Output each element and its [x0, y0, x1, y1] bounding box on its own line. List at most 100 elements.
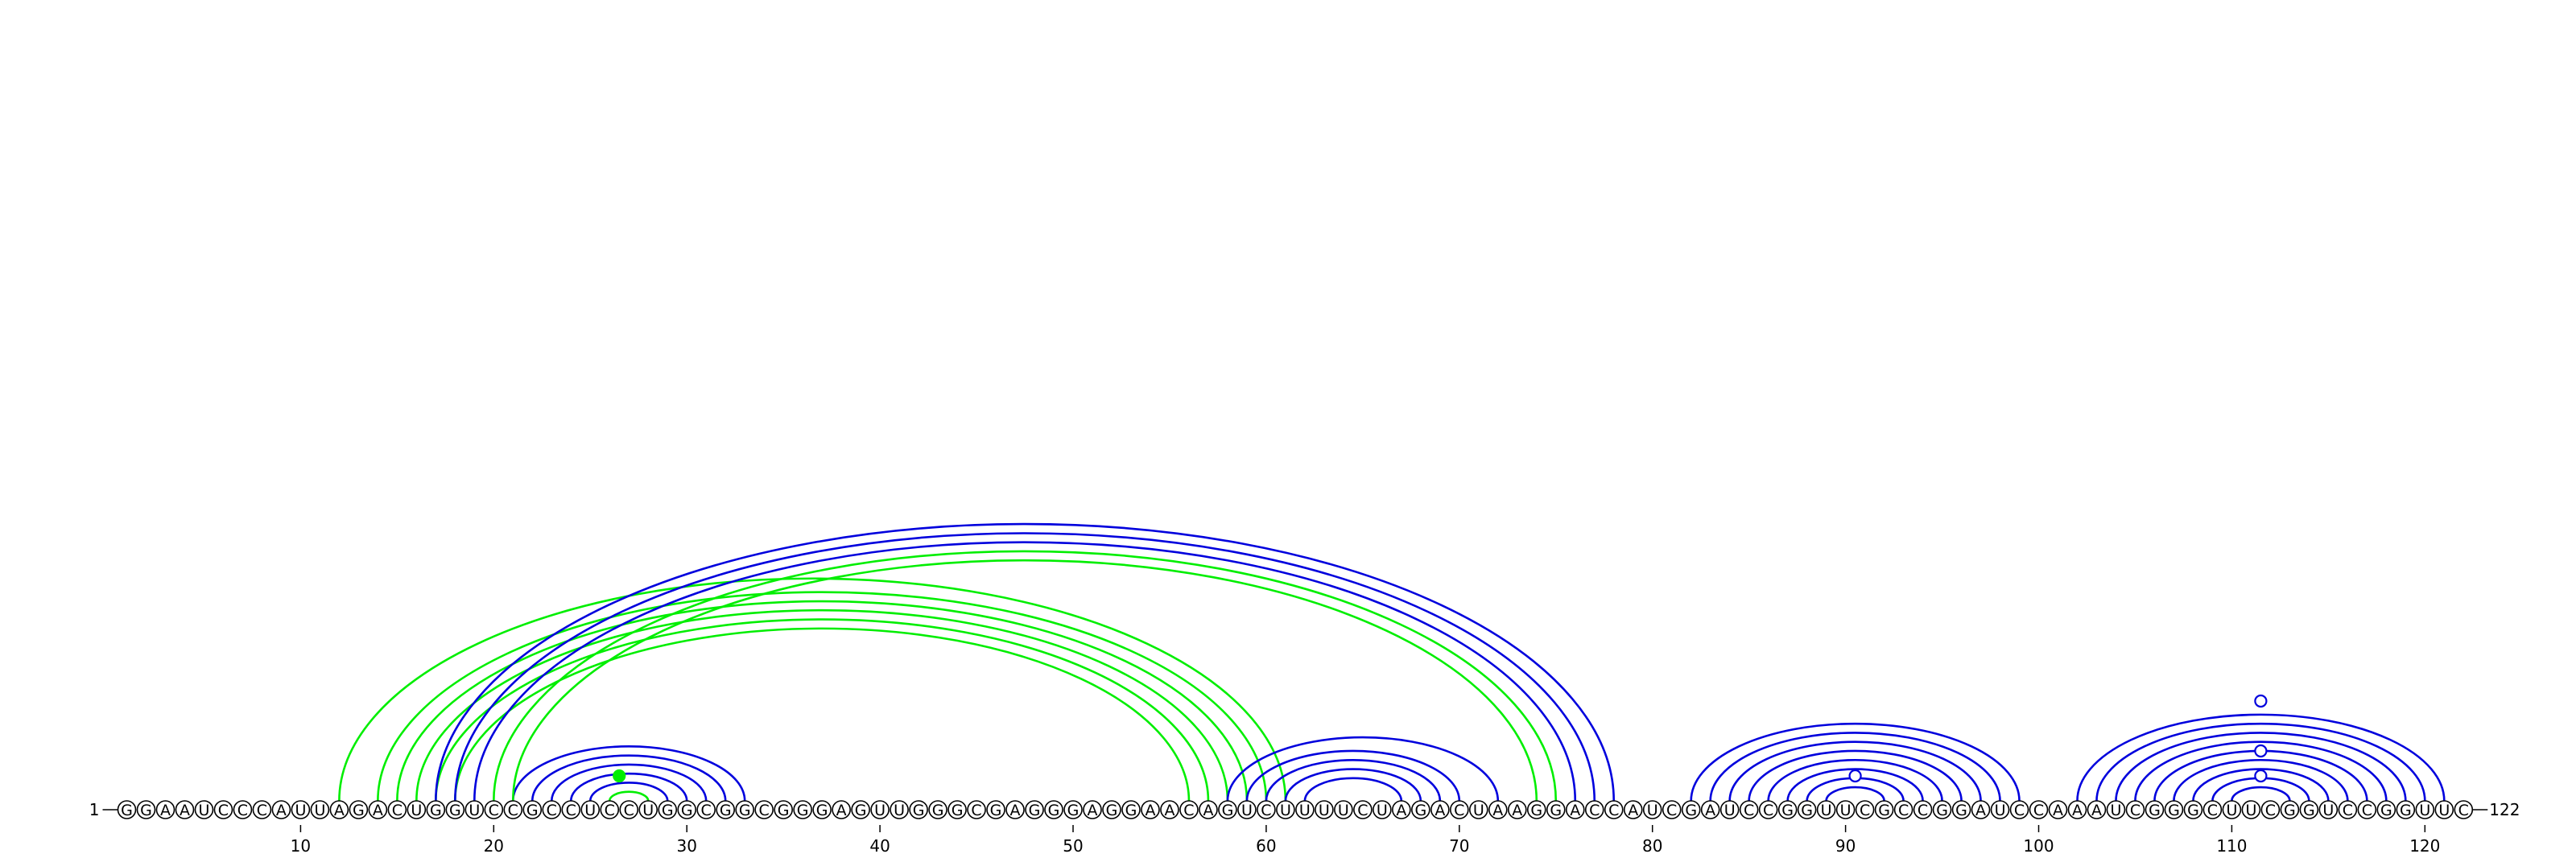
- nucleotide-circle: [1758, 800, 1778, 819]
- nucleotide-letter: A: [1203, 802, 1213, 819]
- nucleotide-letter: C: [508, 802, 518, 819]
- nucleotide-letter: U: [1821, 802, 1832, 819]
- tick-label: 30: [676, 836, 696, 856]
- nucleotide-circle: [2222, 800, 2242, 819]
- nucleotide-letter: C: [1183, 802, 1194, 819]
- nucleotide: U: [1373, 800, 1392, 819]
- nucleotide-circle: [252, 800, 272, 819]
- nucleotide: U: [2434, 800, 2454, 819]
- nucleotide: G: [1874, 800, 1894, 819]
- nucleotide-letter: C: [547, 802, 557, 819]
- tick-label: 50: [1063, 836, 1083, 856]
- nucleotide-circle: [1623, 800, 1643, 819]
- base-pair-arc: [1226, 736, 1500, 802]
- nucleotide-letter: U: [411, 802, 422, 819]
- nucleotide: C: [1758, 800, 1778, 819]
- nucleotide-letter: G: [2149, 802, 2161, 819]
- nucleotide-letter: C: [1763, 802, 1773, 819]
- nucleotide-letter: G: [1530, 802, 1542, 819]
- nucleotide: A: [1430, 800, 1450, 819]
- nucleotide-circle: [1971, 800, 1991, 819]
- nucleotide-circle: [1951, 800, 1971, 819]
- nucleotide: G: [986, 800, 1005, 819]
- nucleotide: G: [2396, 800, 2416, 819]
- nucleotide-circle: [542, 800, 562, 819]
- nucleotide-circle: [1430, 800, 1450, 819]
- nucleotide: A: [1488, 800, 1508, 819]
- base-pair-arc: [1265, 758, 1442, 802]
- nucleotide-letter: C: [1261, 802, 1271, 819]
- nucleotide-letter: U: [1724, 802, 1736, 819]
- tick-label: 70: [1449, 836, 1469, 856]
- nucleotide-circle: [947, 800, 967, 819]
- nucleotide: G: [117, 800, 137, 819]
- nucleotide: C: [387, 800, 407, 819]
- nucleotide-letter: U: [2438, 802, 2450, 819]
- nucleotide-letter: U: [1299, 802, 1311, 819]
- nucleotide-circle: [407, 800, 427, 819]
- nucleotide-letter: G: [778, 802, 790, 819]
- nucleotide-letter: C: [1357, 802, 1368, 819]
- nucleotide-letter: A: [1628, 802, 1638, 819]
- nucleotide-letter: U: [2322, 802, 2334, 819]
- nucleotide: A: [1141, 800, 1160, 819]
- nucleotide-letter: C: [605, 802, 615, 819]
- nucleotide: A: [1083, 800, 1102, 819]
- nucleotide-circle: [735, 800, 754, 819]
- base-pair-arc: [1825, 786, 1885, 802]
- nucleotide: A: [1700, 800, 1720, 819]
- nucleotide-letter: C: [392, 802, 402, 819]
- nucleotide: C: [1893, 800, 1913, 819]
- nucleotide-letter: U: [1840, 802, 1852, 819]
- nucleotide-circle: [1276, 800, 1295, 819]
- nucleotide-letter: C: [2343, 802, 2353, 819]
- nucleotide-letter: C: [489, 802, 499, 819]
- nucleotide: U: [2106, 800, 2126, 819]
- nucleotide-letter: A: [1010, 802, 1021, 819]
- nucleotide-circle: [1662, 800, 1682, 819]
- nucleotide-letter: G: [855, 802, 867, 819]
- nucleotide-letter: U: [2419, 802, 2430, 819]
- nucleotide-letter: A: [2091, 802, 2102, 819]
- nucleotide-circle: [1932, 800, 1952, 819]
- nucleotide: G: [851, 800, 870, 819]
- nucleotide-letter: G: [1936, 802, 1948, 819]
- nucleotide-circle: [1083, 800, 1102, 819]
- nucleotide-letter: G: [990, 802, 1002, 819]
- nucleotide: C: [1450, 800, 1469, 819]
- nucleotide-circle: [1546, 800, 1566, 819]
- nucleotide-letter: A: [1975, 802, 1986, 819]
- sequence-backbone: 1 122: [89, 800, 2520, 819]
- base-pair-arc: [338, 577, 1287, 802]
- base-pair-arc: [473, 541, 1577, 802]
- nucleotide-letter: C: [1898, 802, 1909, 819]
- nucleotide-letter: A: [1164, 802, 1174, 819]
- nucleotide-circle: [561, 800, 581, 819]
- nucleotide-letter: G: [121, 802, 133, 819]
- nucleotide: G: [677, 800, 697, 819]
- nucleotide-letter: U: [1995, 802, 2006, 819]
- nucleotide: U: [870, 800, 890, 819]
- nucleotide-circle: [2164, 800, 2184, 819]
- base-pair-arc: [377, 591, 1268, 802]
- nucleotide-circle: [851, 800, 870, 819]
- nucleotide: A: [1565, 800, 1585, 819]
- nucleotide: A: [155, 800, 175, 819]
- nucleotide: G: [1797, 800, 1817, 819]
- nucleotide-letter: U: [198, 802, 209, 819]
- base-pair-arc: [2095, 722, 2426, 802]
- nucleotide-letter: U: [469, 802, 480, 819]
- nucleotide-letter: G: [140, 802, 152, 819]
- nucleotide-circle: [155, 800, 175, 819]
- loop-marker: [2254, 694, 2268, 708]
- nucleotide-circle: [1237, 800, 1257, 819]
- nucleotide-circle: [1739, 800, 1759, 819]
- nucleotide: A: [2067, 800, 2087, 819]
- nucleotide-circle: [1797, 800, 1817, 819]
- nucleotide: C: [2454, 800, 2474, 819]
- nucleotide-letter: C: [2265, 802, 2276, 819]
- base-pair-arc: [1767, 758, 1943, 802]
- nucleotide-circle: [1681, 800, 1701, 819]
- nucleotide-circle: [2338, 800, 2358, 819]
- nucleotide: G: [1681, 800, 1701, 819]
